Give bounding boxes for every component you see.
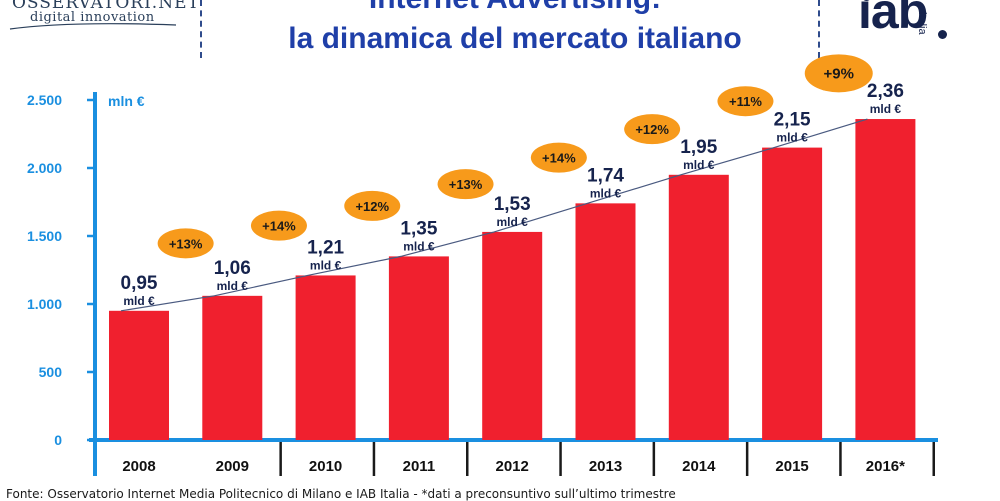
- value-unit-label: mld €: [403, 239, 435, 253]
- growth-label: +12%: [355, 199, 389, 214]
- value-unit-label: mld €: [123, 294, 155, 308]
- title-divider-left: [200, 0, 202, 58]
- value-unit-label: mld €: [870, 102, 902, 116]
- x-category-label: 2013: [589, 458, 622, 475]
- growth-label: +14%: [262, 219, 296, 234]
- value-label: 1,06: [214, 258, 251, 279]
- growth-bubble: [157, 228, 214, 259]
- y-tick-label: 2.000: [27, 160, 62, 176]
- osservatori-logo-name: OSSERVATORI.NET: [12, 0, 200, 13]
- growth-bubble: [437, 169, 494, 200]
- bar-2009: [202, 295, 263, 440]
- value-label: 0,95: [121, 273, 158, 294]
- x-category-label: 2008: [122, 458, 155, 475]
- value-label: 1,35: [400, 218, 437, 239]
- y-tick-label: 500: [39, 364, 63, 380]
- bar-2014: [668, 174, 729, 441]
- growth-label: +13%: [449, 177, 483, 192]
- value-label: 1,95: [680, 137, 717, 158]
- x-category-label: 2012: [496, 458, 529, 475]
- growth-bubble: [804, 54, 873, 93]
- iab-logo-dot-icon: [938, 30, 947, 39]
- osservatori-logo: OSSERVATORI.NET digital innovation: [8, 0, 200, 39]
- bar-2010: [295, 275, 356, 440]
- bar-2012: [482, 231, 543, 440]
- growth-bubble: [717, 86, 774, 117]
- logo-swoosh-icon: [9, 23, 177, 30]
- bar-2016: [855, 119, 916, 440]
- value-unit-label: mld €: [590, 186, 622, 200]
- x-category-label: 2010: [309, 458, 342, 475]
- x-category-label: 2015: [775, 458, 808, 475]
- trend-line: [120, 118, 868, 312]
- x-category-label: 2016*: [866, 458, 905, 475]
- y-axis-unit-label: mln €: [108, 93, 145, 109]
- growth-bubble: [344, 190, 401, 221]
- value-label: 1,21: [307, 237, 344, 258]
- y-tick-label: 1.000: [27, 296, 62, 312]
- page-title-line1: Internet Advertising:: [215, 0, 815, 16]
- bar-2015: [762, 147, 823, 440]
- osservatori-logo-tagline: digital innovation: [30, 10, 155, 25]
- value-label: 1,74: [587, 165, 624, 186]
- value-unit-label: mld €: [217, 279, 249, 293]
- value-label: 2,36: [867, 81, 904, 102]
- growth-label: +9%: [824, 65, 854, 82]
- growth-bubble: [624, 114, 681, 145]
- value-unit-label: mld €: [776, 131, 808, 145]
- value-unit-label: mld €: [310, 258, 342, 272]
- growth-label: +13%: [169, 236, 203, 251]
- y-tick-label: 0: [54, 432, 62, 448]
- growth-label: +11%: [729, 94, 762, 109]
- growth-label: +12%: [635, 122, 669, 137]
- x-category-label: 2014: [682, 458, 716, 475]
- growth-bubble: [250, 210, 307, 241]
- growth-label: +14%: [542, 151, 576, 166]
- value-unit-label: mld €: [683, 158, 715, 172]
- bar-2008: [109, 310, 169, 440]
- title-divider-right: [818, 0, 820, 58]
- page-title-line2: la dinamica del mercato italiano: [288, 22, 742, 55]
- iab-logo-dot-icon: [862, 0, 871, 1]
- iab-logo-text: iab: [858, 0, 928, 39]
- x-category-label: 2011: [403, 458, 436, 475]
- y-tick-label: 2.500: [27, 92, 62, 108]
- iab-logo: iab italia: [858, 0, 998, 42]
- bar-2011: [388, 256, 449, 440]
- value-label: 1,53: [494, 194, 531, 215]
- y-tick-label: 1.500: [27, 228, 62, 244]
- x-category-label: 2009: [216, 458, 249, 475]
- bar-2013: [575, 203, 636, 440]
- growth-bubble: [530, 142, 587, 173]
- value-unit-label: mld €: [497, 215, 529, 229]
- value-label: 2,15: [774, 110, 811, 131]
- source-footnote: Fonte: Osservatorio Internet Media Polit…: [6, 487, 676, 501]
